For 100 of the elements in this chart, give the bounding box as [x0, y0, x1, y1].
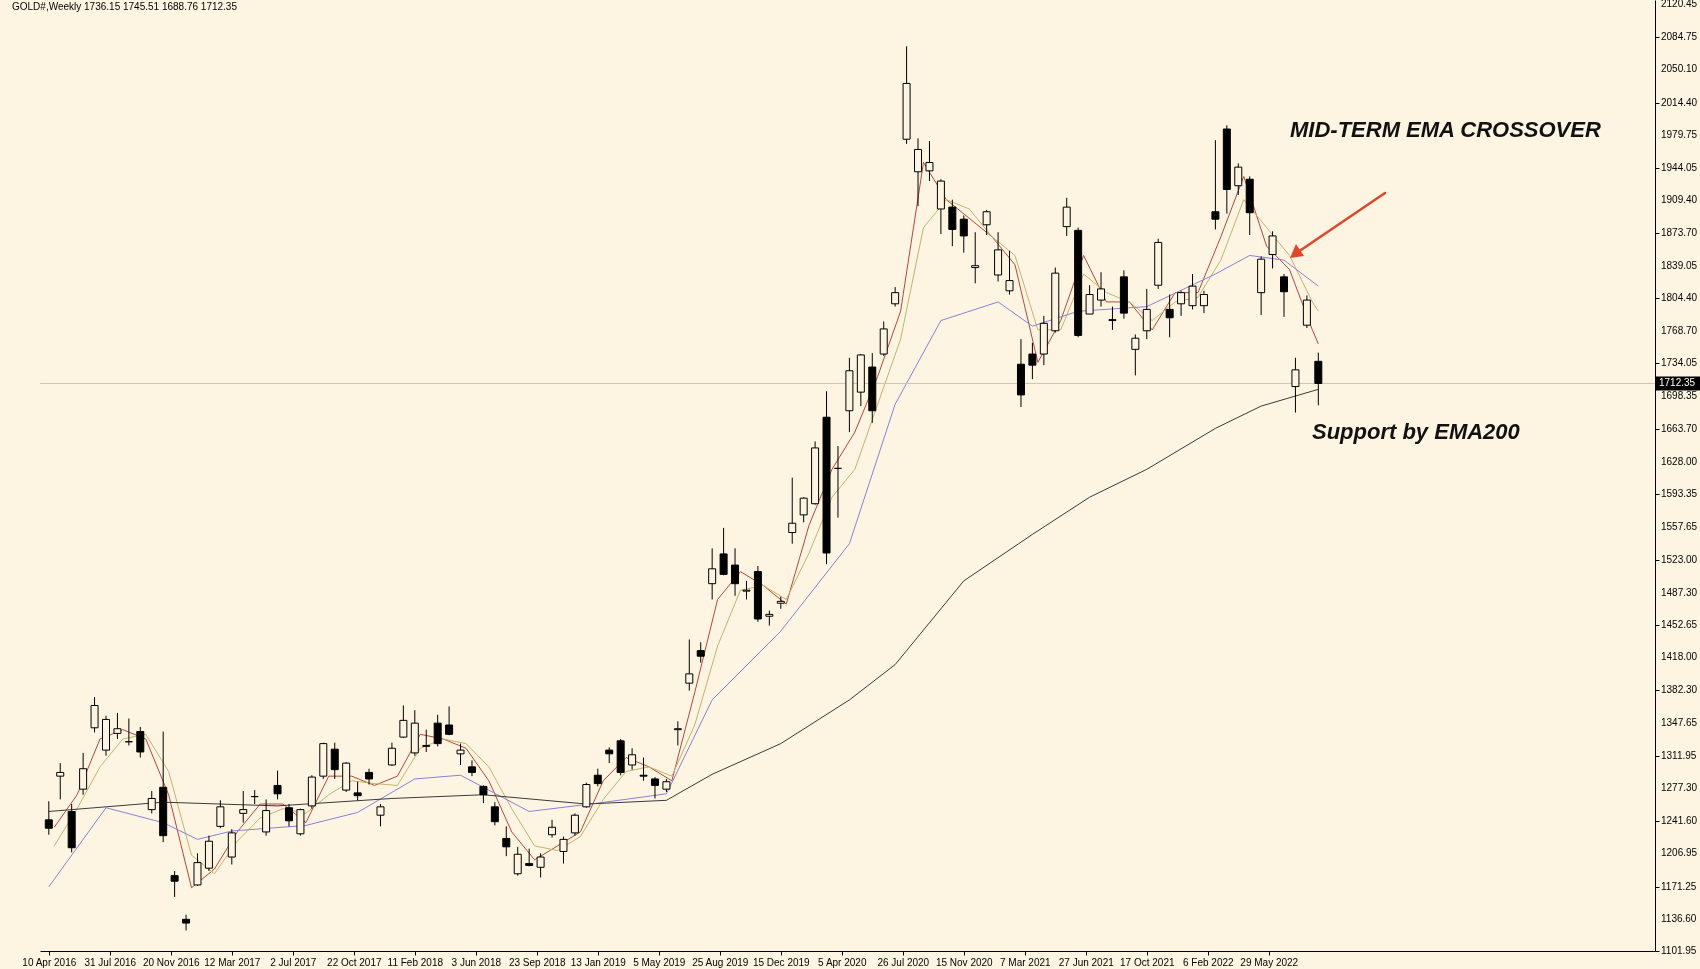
y-tick-label: 1698.35 — [1661, 390, 1698, 402]
candlestick — [925, 140, 934, 182]
candlestick — [1280, 273, 1289, 318]
candlestick — [685, 638, 694, 692]
candlestick — [1005, 250, 1014, 296]
y-tick-label: 1979.75 — [1661, 128, 1698, 140]
candlestick — [628, 747, 637, 771]
candlestick — [971, 231, 980, 284]
y-tick-label: 1277.30 — [1661, 781, 1698, 793]
candlestick — [673, 720, 682, 746]
x-tick-label: 31 Jul 2016 — [84, 956, 137, 968]
y-tick-label: 1418.00 — [1661, 651, 1698, 663]
y-tick-label: 1452.65 — [1661, 618, 1698, 630]
candlestick — [513, 846, 522, 877]
y-tick-label: 1347.65 — [1661, 716, 1698, 728]
x-tick-label: 26 Jul 2020 — [877, 956, 930, 968]
candlestick — [399, 704, 408, 739]
y-tick-label: 1663.70 — [1661, 422, 1698, 434]
chart-title: GOLD#,Weekly 1736.15 1745.51 1688.76 1712.35 — [12, 1, 238, 12]
x-tick-label: 17 Oct 2021 — [1120, 956, 1175, 968]
candlestick — [639, 757, 648, 782]
x-tick-label: 11 Feb 2018 — [387, 956, 444, 968]
x-tick-label: 2 Jul 2017 — [270, 956, 317, 968]
candlestick — [445, 705, 454, 736]
x-tick-label: 22 Oct 2017 — [327, 956, 382, 968]
candlestick — [56, 762, 65, 800]
ref-line-label: 1712.35 — [1659, 377, 1696, 389]
x-tick-label: 20 Nov 2016 — [142, 956, 201, 968]
y-tick-label: 1593.35 — [1661, 488, 1698, 500]
candlestick — [959, 214, 968, 254]
candlestick — [44, 800, 53, 836]
candlestick — [284, 803, 293, 827]
annotation: Support by EMA200 — [1312, 419, 1521, 444]
x-tick-label: 23 Sep 2018 — [508, 956, 567, 968]
candlestick — [1199, 290, 1208, 314]
candlestick — [1028, 342, 1037, 380]
candlestick — [731, 547, 740, 597]
x-tick-label: 15 Dec 2019 — [752, 956, 811, 968]
candlestick — [1142, 288, 1151, 340]
candlestick — [182, 914, 191, 931]
candlestick — [365, 768, 374, 786]
candlestick — [582, 782, 591, 809]
candlestick — [1097, 271, 1106, 308]
candlestick — [982, 209, 991, 236]
candlestick — [1085, 284, 1094, 315]
x-tick-label: 13 Jan 2019 — [570, 956, 627, 968]
y-tick-label: 1311.95 — [1661, 749, 1697, 761]
candlestick — [376, 803, 385, 827]
candlestick — [456, 743, 465, 766]
x-tick-label: 7 Mar 2021 — [999, 956, 1051, 968]
y-tick-label: 1382.30 — [1661, 684, 1698, 696]
y-tick-label: 1873.70 — [1661, 227, 1698, 239]
x-tick-label: 5 Apr 2020 — [818, 956, 867, 968]
y-tick-label: 1628.00 — [1661, 455, 1698, 467]
candlestick — [1291, 357, 1300, 414]
candlestick — [1177, 290, 1186, 317]
x-tick-label: 15 Nov 2020 — [935, 956, 994, 968]
candlestick — [650, 776, 659, 799]
candlestick — [170, 870, 179, 898]
candlestick — [891, 286, 900, 308]
candlestick — [1314, 352, 1323, 406]
x-tick-label: 29 May 2022 — [1240, 956, 1299, 968]
candlestick — [90, 696, 99, 733]
candlestick — [387, 742, 396, 767]
y-tick-label: 1557.65 — [1661, 521, 1698, 533]
x-tick-label: 27 Jun 2021 — [1058, 956, 1115, 968]
candlestick — [708, 547, 717, 600]
y-tick-label: 1734.05 — [1661, 357, 1698, 369]
candlestick — [570, 812, 579, 837]
annotation: MID-TERM EMA CROSSOVER — [1290, 117, 1601, 142]
y-tick-label: 2084.75 — [1661, 31, 1698, 43]
candlestick — [948, 199, 957, 247]
candlestick — [788, 477, 797, 545]
y-tick-label: 1804.40 — [1661, 291, 1698, 303]
y-tick-label: 2050.10 — [1661, 63, 1698, 75]
candlestick — [262, 798, 271, 837]
candlestick — [502, 825, 511, 857]
x-tick-label: 10 Apr 2016 — [22, 956, 77, 968]
candlestick — [79, 752, 88, 796]
candlestick — [1268, 230, 1277, 269]
candlestick — [490, 801, 499, 826]
candlestick — [113, 712, 122, 740]
candlestick — [548, 819, 557, 839]
candlestick — [433, 714, 442, 747]
candlestick — [330, 742, 339, 780]
candlestick — [742, 580, 751, 600]
candlestick — [422, 729, 431, 753]
x-tick-label: 25 Aug 2019 — [692, 956, 749, 968]
y-tick-label: 1909.40 — [1661, 194, 1698, 206]
candlestick — [1131, 334, 1140, 376]
candlestick — [273, 770, 282, 800]
candlestick — [719, 527, 728, 576]
candlestick — [1108, 306, 1117, 331]
candlestick — [1062, 197, 1071, 237]
y-tick-label: 1768.70 — [1661, 325, 1698, 337]
candlestick — [216, 799, 225, 829]
candlestick — [559, 836, 568, 865]
candlestick — [353, 781, 362, 801]
y-tick-label: 1206.95 — [1661, 847, 1698, 859]
y-tick-label: 1944.05 — [1661, 162, 1698, 174]
